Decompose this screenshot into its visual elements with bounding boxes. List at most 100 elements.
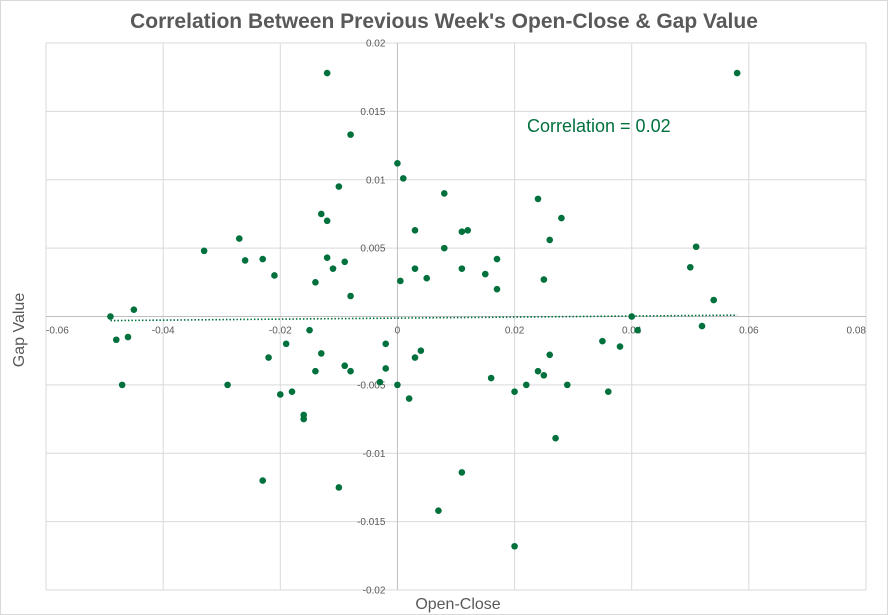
data-point	[335, 183, 343, 190]
data-point	[634, 326, 641, 334]
data-point	[200, 247, 208, 255]
y-axis-title: Gap Value	[11, 293, 28, 368]
data-point	[458, 265, 466, 272]
data-point	[265, 354, 272, 361]
data-point	[347, 367, 354, 375]
y-tick-label: -0.015	[357, 517, 386, 528]
x-tick-label: 0.08	[847, 326, 867, 337]
data-point	[540, 276, 548, 283]
data-point	[341, 362, 349, 370]
y-tick-label: 0.01	[366, 175, 386, 186]
data-point	[511, 542, 518, 550]
x-tick-label: -0.04	[152, 326, 175, 337]
data-point	[628, 313, 636, 320]
data-point	[458, 228, 466, 236]
data-point	[341, 258, 349, 266]
data-point	[686, 263, 694, 271]
data-point	[241, 257, 249, 264]
y-tick-label: -0.02	[363, 586, 386, 597]
data-point	[130, 306, 138, 313]
data-point	[464, 227, 472, 234]
data-point	[323, 254, 331, 261]
data-point	[692, 243, 700, 251]
tick-labels: -0.06 -0.04 -0.02 0 0.02 0.04 0.06 0.08 -0.02 -0.…	[46, 39, 866, 597]
trendline	[110, 314, 738, 322]
x-tick-label: 0.04	[622, 326, 642, 337]
data-point	[511, 388, 518, 396]
correlation-annotation: Correlation = 0.02	[527, 116, 671, 136]
data-point	[534, 195, 542, 203]
x-tick-label: -0.02	[269, 326, 292, 337]
data-point	[604, 388, 612, 396]
data-point	[235, 235, 243, 242]
data-point	[458, 469, 466, 476]
chart-title: Correlation Between Previous Week's Open…	[130, 10, 758, 33]
data-point	[112, 336, 120, 344]
data-point	[259, 255, 267, 263]
data-point	[540, 372, 548, 379]
axes	[46, 43, 866, 590]
data-point	[733, 69, 741, 77]
y-tick-label: 0.02	[366, 39, 386, 50]
y-tick-label: -0.01	[363, 449, 386, 460]
data-point	[546, 236, 554, 244]
x-tick-label: 0	[395, 326, 401, 337]
data-point	[411, 354, 419, 361]
data-point	[329, 265, 337, 272]
y-tick-label: 0.005	[360, 244, 385, 255]
data-point	[522, 381, 530, 389]
x-tick-label: 0.02	[505, 326, 525, 337]
trendline-line	[110, 314, 738, 322]
x-axis-title: Open-Close	[415, 596, 500, 613]
data-point	[376, 378, 384, 386]
data-point	[312, 367, 319, 375]
data-point	[317, 210, 325, 218]
data-point	[107, 313, 114, 320]
y-tick-label: -0.005	[357, 380, 386, 391]
data-point	[224, 381, 231, 389]
data-point	[599, 337, 606, 345]
data-point	[397, 277, 404, 285]
data-point	[616, 343, 624, 350]
data-point	[323, 217, 331, 225]
data-point	[546, 351, 554, 359]
data-point	[394, 160, 401, 167]
data-point	[552, 434, 559, 442]
data-point	[306, 326, 313, 334]
x-tick-label: -0.06	[46, 326, 69, 337]
data-point	[347, 131, 354, 138]
data-point	[493, 285, 501, 293]
data-point	[118, 381, 126, 389]
x-tick-label: 0.06	[739, 326, 759, 337]
data-point	[335, 484, 343, 491]
data-point	[698, 322, 706, 330]
data-point	[558, 214, 565, 222]
data-point	[282, 340, 290, 348]
data-point	[271, 272, 278, 279]
data-point	[347, 292, 354, 300]
y-tick-label: 0.015	[360, 107, 385, 118]
data-point	[300, 415, 308, 423]
data-point	[487, 374, 495, 382]
data-point	[493, 255, 501, 263]
data-point	[534, 367, 542, 375]
data-point	[440, 244, 448, 252]
data-point	[259, 477, 267, 484]
data-point	[382, 365, 390, 372]
data-point	[710, 296, 718, 304]
data-point	[394, 381, 401, 389]
data-point	[423, 274, 431, 282]
data-point	[399, 175, 407, 182]
data-point	[435, 507, 442, 514]
data-point	[382, 340, 390, 348]
data-point	[411, 227, 419, 234]
data-point	[312, 279, 319, 286]
data-point	[411, 265, 419, 272]
data-point	[440, 190, 448, 197]
data-point	[563, 381, 571, 389]
data-point	[317, 350, 325, 357]
data-point	[288, 388, 296, 396]
data-point	[481, 270, 489, 278]
